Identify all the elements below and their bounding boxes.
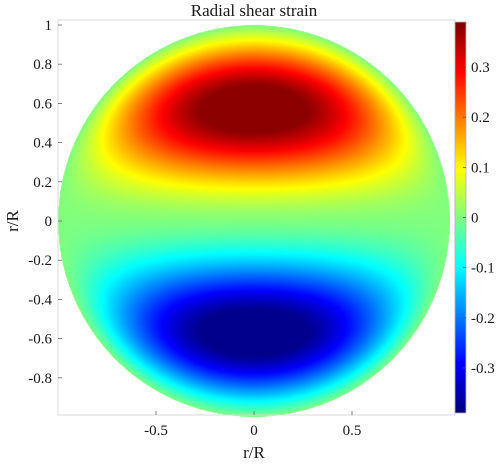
colorbar-tick-label: 0.2	[471, 110, 490, 126]
x-axis-label: r/R	[243, 443, 265, 462]
y-tick-group: -0.8 -0.6 -0.4 -0.2 0 0.2 0.4 0.6 0.8 1	[28, 18, 62, 387]
colorbar	[455, 22, 466, 413]
colorbar-tick-label: 0.3	[471, 60, 490, 76]
y-tick-label: 0	[45, 214, 53, 230]
y-tick-label: -0.8	[28, 371, 52, 387]
colorbar-tick-group: -0.3 -0.2 -0.1 0 0.1 0.2 0.3	[463, 60, 495, 377]
x-tick-label: 0	[250, 423, 258, 439]
y-tick-label: 1	[45, 18, 53, 34]
colorbar-tick-label: 0	[471, 211, 479, 227]
heatmap-field	[58, 25, 450, 417]
y-tick-label: 0.6	[33, 96, 52, 112]
y-tick-label: -0.4	[28, 292, 52, 308]
y-tick-label: 0.8	[33, 57, 52, 73]
y-axis-label: r/R	[3, 209, 22, 231]
colorbar-tick-label: -0.1	[471, 261, 495, 277]
y-tick-label: 0.2	[33, 175, 52, 191]
x-tick-label: -0.5	[144, 423, 168, 439]
chart-title: Radial shear strain	[191, 1, 318, 20]
colorbar-tick-label: -0.3	[471, 361, 495, 377]
x-tick-label: 0.5	[343, 423, 362, 439]
y-tick-label: 0.4	[33, 136, 52, 152]
y-tick-label: -0.6	[28, 332, 52, 348]
colorbar-tick-label: -0.2	[471, 311, 495, 327]
x-tick-group: -0.5 0 0.5	[144, 411, 361, 439]
colorbar-tick-label: 0.1	[471, 160, 490, 176]
y-tick-label: -0.2	[28, 253, 52, 269]
